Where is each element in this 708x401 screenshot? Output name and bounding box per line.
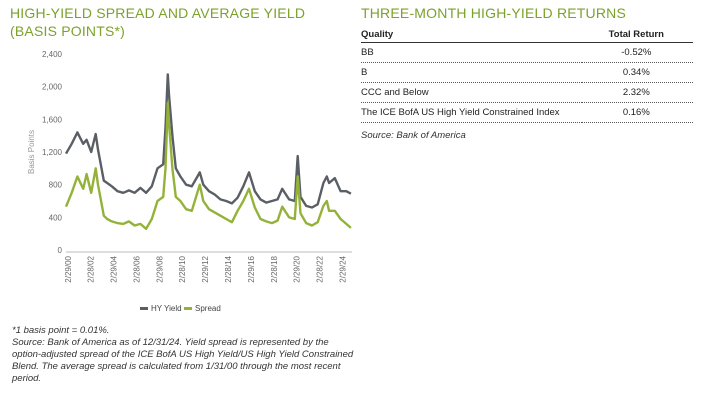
x-tick-label: 2/29/20 <box>293 255 302 282</box>
x-tick-label: 2/29/24 <box>338 255 347 282</box>
row-total-return: 0.34% <box>581 62 693 83</box>
header-total-return: Total Return <box>581 27 693 43</box>
table-row: The ICE BofA US High Yield Constrained I… <box>361 102 693 123</box>
row-quality: CCC and Below <box>361 82 582 103</box>
table-row: BB -0.52% <box>361 42 693 63</box>
footnotes: *1 basis point = 0.01%. Source: Bank of … <box>12 325 357 385</box>
table-row: CCC and Below 2.32% <box>361 82 693 103</box>
y-axis-label: Basis Points <box>27 130 36 174</box>
row-total-return: 0.16% <box>581 102 693 123</box>
series-line-hy-yield <box>64 73 352 209</box>
y-tick-label: 1,600 <box>42 115 63 124</box>
row-total-return: 2.32% <box>581 82 693 103</box>
chart-legend: HY Yield Spread <box>140 304 221 313</box>
footnote-basis-point: *1 basis point = 0.01%. <box>12 325 110 336</box>
footnote-source: Source: Bank of America as of 12/31/24. … <box>12 337 354 384</box>
series-lines <box>64 73 352 230</box>
x-tick-label: 2/29/04 <box>110 255 119 282</box>
x-tick-label: 2/28/06 <box>132 255 141 282</box>
y-tick-label: 1,200 <box>42 148 63 157</box>
y-tick-label: 0 <box>58 246 63 255</box>
y-tick-label: 400 <box>49 213 63 222</box>
line-chart: 0 400 800 1,200 1,600 2,000 2,400 Basis Points… <box>27 50 352 313</box>
header-quality: Quality <box>361 27 582 43</box>
row-quality: The ICE BofA US High Yield Constrained I… <box>361 102 582 123</box>
returns-source: Source: Bank of America <box>361 130 466 141</box>
x-tick-label: 2/28/02 <box>87 255 96 282</box>
returns-table-header: Quality Total Return <box>361 27 693 43</box>
series-line-spread <box>64 101 352 230</box>
legend-swatch <box>140 307 148 310</box>
row-quality: BB <box>361 42 582 63</box>
legend-swatch <box>184 307 192 310</box>
row-quality: B <box>361 62 582 83</box>
x-tick-label: 2/29/16 <box>247 255 256 282</box>
y-tick-label: 800 <box>49 181 63 190</box>
chart-title: HIGH-YIELD SPREAD AND AVERAGE YIELD (BAS… <box>10 5 306 39</box>
legend-label: Spread <box>195 304 221 313</box>
y-tick-label: 2,000 <box>42 83 63 92</box>
x-tick-label: 2/28/10 <box>178 255 187 282</box>
y-axis-ticks: 0 400 800 1,200 1,600 2,000 2,400 <box>42 50 63 255</box>
x-axis-ticks: 2/29/00 2/28/02 2/29/04 2/28/06 2/29/08 2/28/… <box>64 255 348 282</box>
table-row: B 0.34% <box>361 62 693 83</box>
x-tick-label: 2/28/22 <box>316 255 325 282</box>
x-tick-label: 2/29/00 <box>64 255 73 282</box>
x-tick-label: 2/28/14 <box>224 255 233 282</box>
row-total-return: -0.52% <box>581 42 693 63</box>
legend-label: HY Yield <box>151 304 182 313</box>
y-tick-label: 2,400 <box>42 50 63 59</box>
x-tick-label: 2/29/08 <box>155 255 164 282</box>
x-tick-label: 2/28/18 <box>270 255 279 282</box>
returns-table: Quality Total Return BB -0.52% B 0.34% C… <box>361 27 693 123</box>
returns-title: THREE-MONTH HIGH-YIELD RETURNS <box>361 5 627 21</box>
x-tick-label: 2/29/12 <box>201 255 210 282</box>
